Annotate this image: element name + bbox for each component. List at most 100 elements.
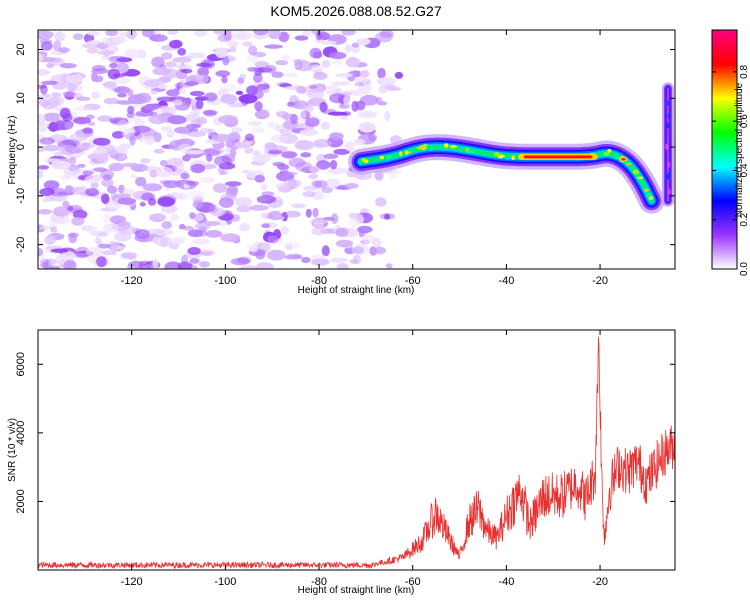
heatmap-noise-blob — [196, 74, 209, 84]
heatmap-noise-blob — [166, 129, 175, 138]
heatmap-noise-blob — [100, 193, 110, 205]
heatmap-noise-blob — [329, 159, 338, 170]
heatmap-noise-blob — [283, 241, 301, 250]
heatmap-noise-blob — [155, 166, 174, 178]
heatmap-noise-blob — [73, 116, 91, 125]
heatmap-noise-blob — [39, 137, 55, 145]
heatmap-noise-blob — [178, 87, 186, 95]
heatmap-noise-blob — [284, 210, 301, 218]
heatmap-streak-speckle — [667, 100, 671, 107]
heatmap-noise-blob — [172, 99, 183, 106]
heatmap-noise-blob — [53, 206, 70, 217]
heatmap-noise-blob — [38, 30, 55, 38]
heatmap-noise-blob — [60, 144, 77, 156]
heatmap-noise-blob — [104, 83, 118, 90]
heatmap-noise-blob — [264, 44, 283, 49]
heatmap-noise-blob — [38, 98, 50, 107]
heatmap-noise-blob — [205, 230, 223, 238]
heatmap-noise-blob — [305, 208, 312, 218]
heatmap-frame — [37, 29, 676, 270]
heatmap-noise-blob — [103, 97, 120, 105]
heatmap-noise-blob — [268, 210, 283, 221]
snr-x-tick-label: -40 — [498, 576, 514, 588]
heatmap-noise-blob — [38, 247, 44, 257]
heatmap-noise-blob — [91, 91, 101, 99]
heatmap-noise-blob — [101, 250, 116, 256]
heatmap-noise-blob — [313, 180, 328, 189]
heatmap-noise-blob — [109, 62, 119, 69]
heatmap-noise-blob — [157, 196, 175, 207]
heatmap-noise-blob — [225, 181, 242, 187]
heatmap-noise-blob — [40, 84, 48, 95]
heatmap-noise-blob — [235, 197, 253, 207]
heatmap-noise-blob — [230, 257, 250, 266]
heatmap-noise-blob — [383, 84, 397, 91]
snr-y-tick-label: 2000 — [15, 489, 27, 513]
heatmap-noise-blob — [38, 134, 47, 143]
heatmap-noise-blob — [93, 148, 109, 154]
heatmap-streak-speckle — [666, 122, 670, 129]
colorbar: 0.0 0.2 0.4 0.6 0.8 Normalized spectral ampl… — [711, 29, 750, 276]
heatmap-y-tick-label: -10 — [15, 188, 27, 204]
heatmap-noise-blob — [299, 129, 319, 136]
heatmap-noise-blob — [141, 30, 155, 38]
heatmap-noise-blob — [140, 158, 151, 164]
heatmap-y-ticks: -20 -10 0 10 20 — [15, 43, 675, 253]
heatmap-noise-blob — [311, 227, 328, 236]
heatmap-noise-blob — [252, 126, 265, 134]
heatmap-noise-blob — [135, 176, 147, 187]
heatmap-noise-blob — [245, 133, 255, 142]
heatmap-track-speckle — [450, 145, 457, 149]
heatmap-noise-blob — [331, 81, 351, 86]
heatmap-noise-blob — [220, 233, 240, 243]
heatmap-noise-blob — [247, 54, 260, 64]
heatmap-noise-blob — [93, 167, 107, 172]
heatmap-noise-blob — [348, 213, 364, 219]
snr-frame — [37, 329, 676, 571]
heatmap-noise-blob — [357, 38, 371, 46]
heatmap-noise-blob — [270, 134, 289, 143]
heatmap-noise-blob — [87, 121, 96, 126]
heatmap-noise-blob — [321, 40, 337, 46]
heatmap-noise-blob — [281, 54, 291, 62]
heatmap-noise-blob — [361, 234, 376, 245]
heatmap-hotspot-core — [621, 157, 626, 161]
heatmap-noise-blob — [127, 105, 135, 115]
heatmap-noise-blob — [186, 131, 206, 138]
heatmap-noise-blob — [103, 49, 111, 57]
heatmap-noise-blob — [185, 180, 200, 186]
heatmap-noise-blob — [151, 56, 165, 68]
heatmap-noise-blob — [235, 90, 244, 95]
heatmap-noise-blob — [257, 242, 271, 253]
heatmap-noise-blob — [254, 61, 270, 69]
heatmap-noise-blob — [72, 209, 88, 220]
heatmap-noise-blob — [358, 83, 372, 95]
heatmap-noise-blob — [329, 52, 347, 60]
heatmap-noise-blob — [157, 84, 168, 89]
heatmap-noise-blob — [219, 162, 228, 167]
heatmap-noise-blob — [252, 241, 263, 248]
heatmap-noise-blob — [50, 226, 58, 233]
heatmap-noise-blob — [120, 252, 137, 259]
heatmap-noise-blob — [153, 148, 165, 154]
heatmap-noise-blob — [336, 263, 349, 269]
heatmap-noise-blob — [357, 111, 378, 119]
heatmap-noise-blob — [255, 262, 274, 269]
heatmap-x-tick-label: -120 — [121, 275, 143, 287]
heatmap-track-speckle — [493, 152, 500, 157]
heatmap-noise-blob — [214, 155, 232, 167]
heatmap-noise-blob — [112, 36, 127, 44]
heatmap-noise-blob — [95, 153, 109, 163]
heatmap-noise-blob — [241, 41, 253, 47]
heatmap-noise-blob — [114, 86, 131, 95]
colorbar-gradient — [711, 29, 738, 270]
heatmap-noise-blob — [201, 148, 221, 157]
heatmap-noise-blob — [220, 94, 238, 104]
heatmap-noise-blob — [148, 197, 156, 206]
heatmap-noise-blob — [384, 110, 391, 122]
heatmap-noise-blob — [117, 93, 127, 98]
heatmap-noise-blob — [67, 232, 79, 238]
heatmap-noise-blob — [129, 135, 136, 146]
heatmap-noise-blob — [53, 152, 64, 157]
heatmap-noise-blob — [185, 113, 201, 123]
